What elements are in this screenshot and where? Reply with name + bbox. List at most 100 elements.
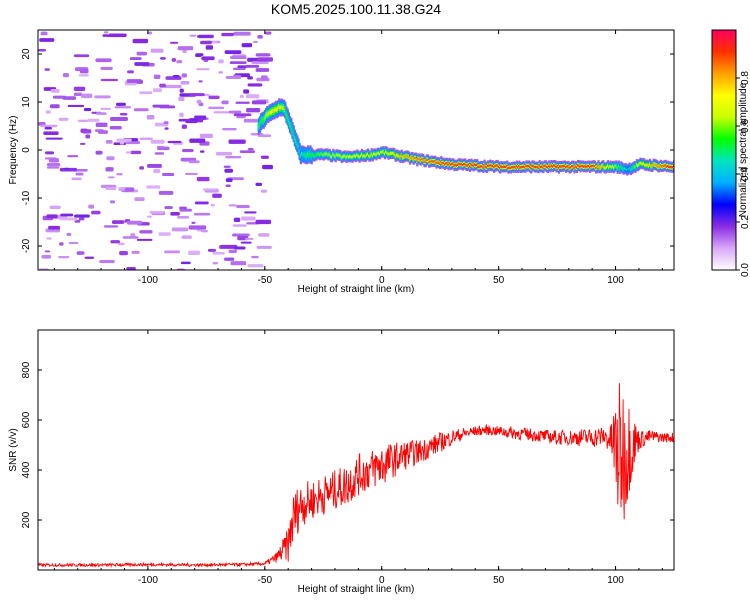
spectrogram-ridge-cell (263, 116, 266, 121)
chart-title: KOM5.2025.100.11.38.G24 (271, 1, 441, 17)
spectrogram-noise-cell (134, 62, 150, 66)
spectrogram-noise-cell (102, 34, 110, 37)
spectrogram-noise-cell (253, 40, 258, 44)
spectrogram-ridge-cell (471, 163, 474, 167)
spectrogram-ridge-cell (648, 163, 652, 166)
spectrogram-ridge-cell (561, 165, 564, 168)
spectrogram-noise-cell (260, 155, 269, 159)
spectrogram-ridge-cell (512, 165, 515, 169)
spectrogram-noise-cell (45, 151, 54, 155)
spectrogram-noise-cell (220, 244, 238, 249)
spectrogram-ridge-cell (387, 153, 390, 156)
spectrogram-noise-cell (84, 256, 95, 259)
spectrogram-ridge-cell (605, 165, 608, 169)
spectrogram-noise-cell (153, 74, 161, 79)
spectrogram-ridge-cell (407, 155, 410, 159)
spectrogram-ridge-cell (280, 104, 283, 110)
spectrogram-ridge-cell (573, 166, 576, 170)
spectrogram-noise-cell (106, 156, 115, 161)
spectrogram-noise-cell (114, 106, 131, 109)
spectrogram-noise-cell (118, 242, 125, 246)
spectrogram-noise-cell (185, 172, 198, 176)
spectrogram-ridge-cell (542, 166, 545, 169)
spectrogram-noise-cell (91, 210, 101, 215)
snr-x-tick-label: 100 (607, 575, 624, 586)
spectrogram-ridge-cell (410, 156, 413, 160)
spectrogram-ridge-cell (392, 151, 395, 155)
spectrogram-ridge-cell (309, 151, 312, 156)
spectrogram-noise-cell (127, 70, 134, 74)
spectrogram-ridge-cell (296, 141, 299, 146)
spectrogram-noise-cell (113, 142, 127, 145)
spectrogram-ridge-cell (515, 164, 518, 168)
spectrogram-ridge-cell (609, 164, 612, 168)
spectrogram-noise-cell (179, 112, 184, 118)
spectrogram-noise-cell (66, 232, 72, 237)
spectrogram-noise-cell (189, 93, 205, 97)
spectrogram-ridge-cell (636, 164, 640, 167)
spectrogram-ridge-cell (302, 152, 305, 157)
spectrogram-ridge-cell (321, 153, 324, 156)
spectrogram-noise-cell (147, 215, 152, 218)
spectrogram-ridge-cell (651, 165, 654, 168)
spectrogram-ridge-cell (459, 163, 462, 166)
spectrogram-ridge-cell (418, 157, 421, 161)
spectrogram-noise-cell (208, 106, 225, 110)
spectrogram-noise-cell (194, 201, 209, 205)
spectrogram-noise-cell (261, 75, 268, 80)
spectrogram-ridge-cell (627, 167, 630, 171)
spectrogram-ridge-cell (338, 154, 341, 157)
spectrogram-ridge-cell (474, 163, 478, 167)
spectrogram-noise-cell (158, 232, 171, 236)
spectrogram-noise-cell (164, 127, 169, 130)
spectrogram-noise-cell (68, 241, 79, 245)
spectrogram-noise-cell (250, 132, 264, 136)
spectrogram-ridge-cell (653, 163, 656, 166)
spectrogram-ridge-cell (662, 165, 665, 168)
spectrogram-noise-cell (225, 184, 231, 188)
spectrogram-ridge-cell (416, 159, 419, 163)
spectrogram-noise-cell (158, 190, 174, 195)
spectrogram-noise-cell (71, 177, 82, 181)
spectrogram-ridge-cell (590, 164, 593, 168)
spectrogram-noise-cell (172, 75, 180, 78)
spectrogram-ridge-cell (318, 153, 322, 156)
spectrogram-y-tick-label: -20 (21, 238, 32, 253)
spectrogram-noise-cell (223, 165, 231, 168)
spectrogram-ridge-cell (414, 156, 418, 160)
spectrogram-ridge-cell (404, 155, 407, 158)
spectrogram-ridge-cell (668, 165, 671, 169)
spectrogram-noise-cell (239, 150, 256, 153)
spectrogram-ridge-cell (380, 150, 383, 154)
spectrogram-ridge-cell (502, 165, 505, 169)
spectrogram-ridge-cell (449, 163, 452, 166)
spectrogram-ridge-cell (640, 162, 643, 165)
spectrogram-noise-cell (46, 166, 60, 169)
spectrogram-noise-cell (202, 188, 219, 191)
spectrogram-noise-cell (240, 241, 252, 244)
spectrogram-noise-cell (246, 108, 261, 113)
spectrogram-ridge-cell (508, 166, 511, 169)
spectrogram-noise-cell (247, 147, 254, 151)
spectrogram-noise-cell (150, 139, 165, 144)
spectrogram-noise-cell (82, 129, 92, 134)
spectrogram-noise-cell (164, 250, 180, 254)
spectrogram-ridge-cell (670, 165, 673, 169)
spectrogram-noise-cell (49, 104, 60, 109)
spectrogram-ridge-cell (526, 164, 529, 168)
spectrogram-ridge-cell (294, 138, 298, 144)
spectrogram-ridge-cell (424, 160, 427, 163)
spectrogram-ridge-cell (567, 165, 570, 168)
spectrogram-ridge-cell (563, 164, 566, 168)
spectrogram-noise-cell (196, 176, 210, 182)
spectrogram-noise-cell (198, 80, 203, 83)
spectrogram-ridge-cell (297, 144, 300, 149)
spectrogram-ridge-cell (540, 165, 544, 168)
spectrogram-ridge-cell (287, 118, 290, 123)
spectrogram-noise-cell (119, 250, 128, 256)
spectrogram-noise-cell (60, 213, 74, 217)
spectrogram-ridge-cell (363, 154, 366, 157)
snr-x-tick-label: 0 (379, 575, 385, 586)
